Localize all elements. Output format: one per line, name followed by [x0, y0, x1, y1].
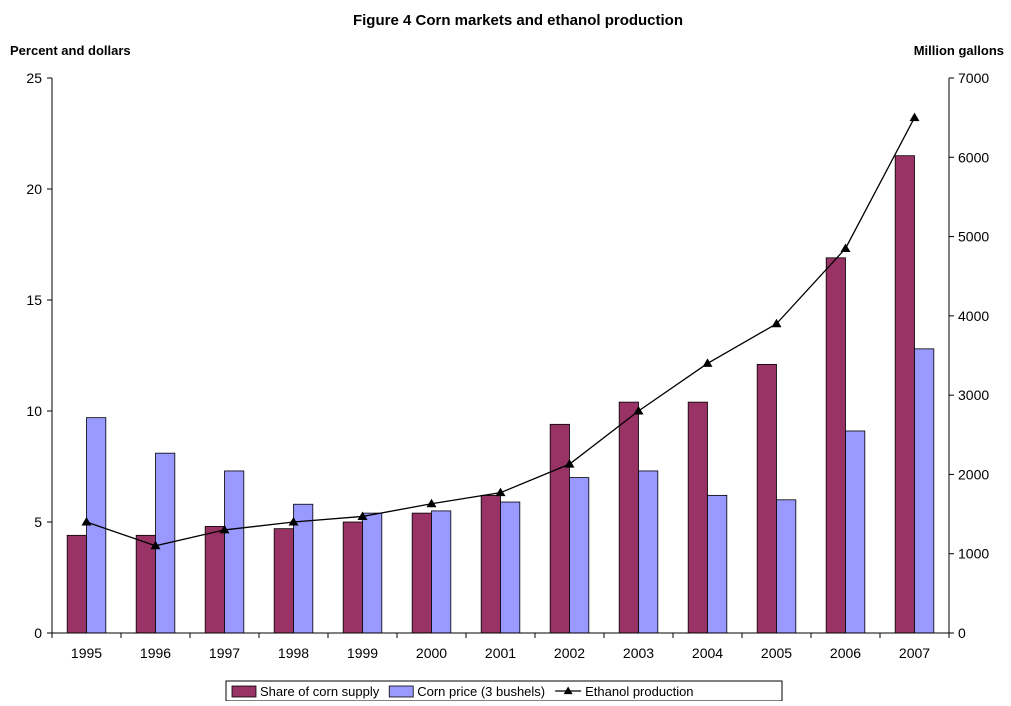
- bar-corn-price-3-bushels-2006: [845, 430, 866, 634]
- y-axis-left-label: Percent and dollars: [10, 43, 131, 58]
- y-left-tick-label: 15: [26, 292, 42, 308]
- bar-share-of-corn-supply-1998: [273, 528, 294, 634]
- x-tick-label: 2003: [623, 645, 654, 661]
- y-axis-right-label: Million gallons: [914, 43, 1004, 58]
- point-ethanol-production-2003: [633, 406, 644, 415]
- legend-marker-ethanol-production: [563, 686, 573, 695]
- point-ethanol-production-2006: [840, 243, 851, 252]
- bar-share-of-corn-supply-2004: [687, 401, 708, 634]
- y-right-tick-label: 6000: [958, 149, 989, 165]
- legend-label-corn-price-3-bushels: Corn price (3 bushels): [417, 684, 545, 699]
- legend-swatch-corn-price-3-bushels: [388, 685, 414, 698]
- y-right-tick-label: 4000: [958, 308, 989, 324]
- x-tick-label: 1999: [347, 645, 378, 661]
- bar-share-of-corn-supply-1996: [135, 534, 156, 634]
- point-ethanol-production-2005: [771, 318, 782, 328]
- x-tick-label: 2006: [830, 645, 861, 661]
- y-left-tick-label: 10: [26, 403, 42, 419]
- bar-share-of-corn-supply-2003: [618, 401, 639, 634]
- point-ethanol-production-2000: [426, 498, 437, 508]
- y-left-tick-label: 0: [34, 625, 42, 641]
- point-ethanol-production-2001: [495, 487, 506, 497]
- line-ethanol-production: [86, 117, 916, 547]
- y-right-tick-label: 0: [958, 625, 966, 641]
- bar-share-of-corn-supply-1995: [66, 534, 87, 634]
- chart-title: Figure 4 Corn markets and ethanol produc…: [353, 12, 683, 29]
- point-ethanol-production-2002: [564, 459, 575, 468]
- bar-share-of-corn-supply-2001: [480, 494, 501, 634]
- y-right-tick-label: 2000: [958, 466, 989, 482]
- bar-share-of-corn-supply-1997: [204, 526, 225, 634]
- x-tick-label: 1995: [71, 645, 102, 661]
- point-ethanol-production-1995: [81, 517, 92, 526]
- bar-corn-price-3-bushels-2002: [569, 477, 590, 634]
- bar-share-of-corn-supply-2000: [411, 512, 432, 634]
- x-tick-label: 2000: [416, 645, 447, 661]
- point-ethanol-production-1996: [150, 540, 161, 550]
- bar-corn-price-3-bushels-2004: [707, 494, 728, 634]
- bar-share-of-corn-supply-2005: [756, 363, 777, 634]
- bar-corn-price-3-bushels-2007: [914, 348, 935, 634]
- point-ethanol-production-1999: [357, 511, 368, 520]
- bar-share-of-corn-supply-2002: [549, 423, 570, 634]
- y-right-tick-label: 3000: [958, 387, 989, 403]
- x-tick-label: 2002: [554, 645, 585, 661]
- y-left-tick-label: 5: [34, 514, 42, 530]
- x-tick-label: 2001: [485, 645, 516, 661]
- legend-label-share-of-corn-supply: Share of corn supply: [260, 684, 380, 699]
- bar-corn-price-3-bushels-1997: [224, 470, 245, 634]
- bar-corn-price-3-bushels-2005: [776, 499, 797, 634]
- point-ethanol-production-1997: [219, 524, 230, 534]
- point-ethanol-production-2007: [909, 112, 920, 122]
- y-right-tick-label: 1000: [958, 546, 989, 562]
- bar-corn-price-3-bushels-2003: [638, 470, 659, 634]
- point-ethanol-production-2004: [702, 358, 713, 367]
- y-right-tick-label: 5000: [958, 229, 989, 245]
- bar-share-of-corn-supply-2007: [894, 155, 915, 634]
- bar-corn-price-3-bushels-1999: [362, 512, 383, 634]
- y-right-tick-label: 7000: [958, 70, 989, 86]
- x-tick-label: 2007: [899, 645, 930, 661]
- x-tick-label: 1998: [278, 645, 309, 661]
- bar-share-of-corn-supply-1999: [342, 521, 363, 634]
- x-tick-label: 2004: [692, 645, 723, 661]
- x-tick-label: 2005: [761, 645, 792, 661]
- legend-swatch-share-of-corn-supply: [231, 685, 257, 698]
- bar-corn-price-3-bushels-2000: [431, 510, 452, 634]
- legend-label-ethanol-production: Ethanol production: [585, 684, 693, 699]
- y-left-tick-label: 20: [26, 181, 42, 197]
- point-ethanol-production-1998: [288, 517, 299, 526]
- x-tick-label: 1996: [140, 645, 171, 661]
- bar-corn-price-3-bushels-2001: [500, 501, 521, 634]
- bar-share-of-corn-supply-2006: [825, 257, 846, 634]
- x-tick-label: 1997: [209, 645, 240, 661]
- y-left-tick-label: 25: [26, 70, 42, 86]
